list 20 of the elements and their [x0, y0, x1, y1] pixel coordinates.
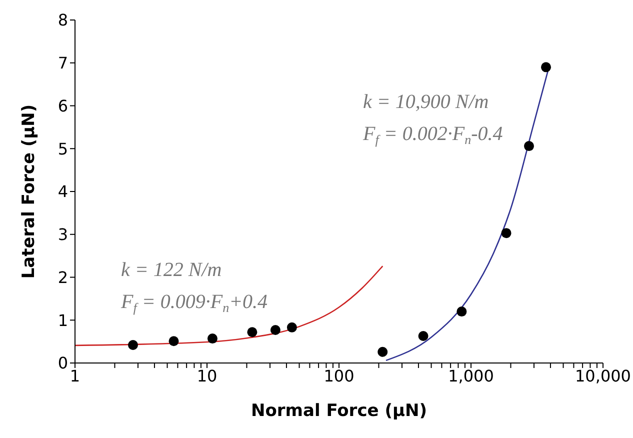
y-tick-label: 8	[58, 10, 68, 30]
x-axis-title: Normal Force (μN)	[250, 401, 428, 421]
annotation: k = 122 N/m	[121, 259, 222, 281]
x-tick-label: 10	[196, 366, 218, 386]
x-tick-label: 10,000	[575, 366, 631, 386]
annotation: F$_{f}$ = 0.002·F$_{n}$-0.4	[362, 123, 503, 147]
annotation: k = 10,900 N/m	[363, 91, 489, 113]
x-tick-label: 1,000	[448, 366, 494, 386]
y-tick-label: 5	[58, 139, 68, 158]
y-tick-label: 4	[58, 182, 68, 202]
y-tick-label: 0	[58, 354, 68, 373]
x-tick-label: 100	[324, 366, 354, 386]
y-tick-label: 1	[58, 310, 68, 330]
annotation: F$_{f}$ = 0.009·F$_{n}$+0.4	[120, 291, 268, 315]
y-tick-label: 3	[58, 225, 68, 244]
y-tick-label: 6	[58, 96, 68, 116]
y-tick-label: 2	[58, 268, 68, 287]
x-tick-label: 1	[70, 366, 80, 386]
y-axis-title: Lateral Force (μN)	[19, 104, 40, 279]
y-tick-label: 7	[58, 54, 68, 73]
